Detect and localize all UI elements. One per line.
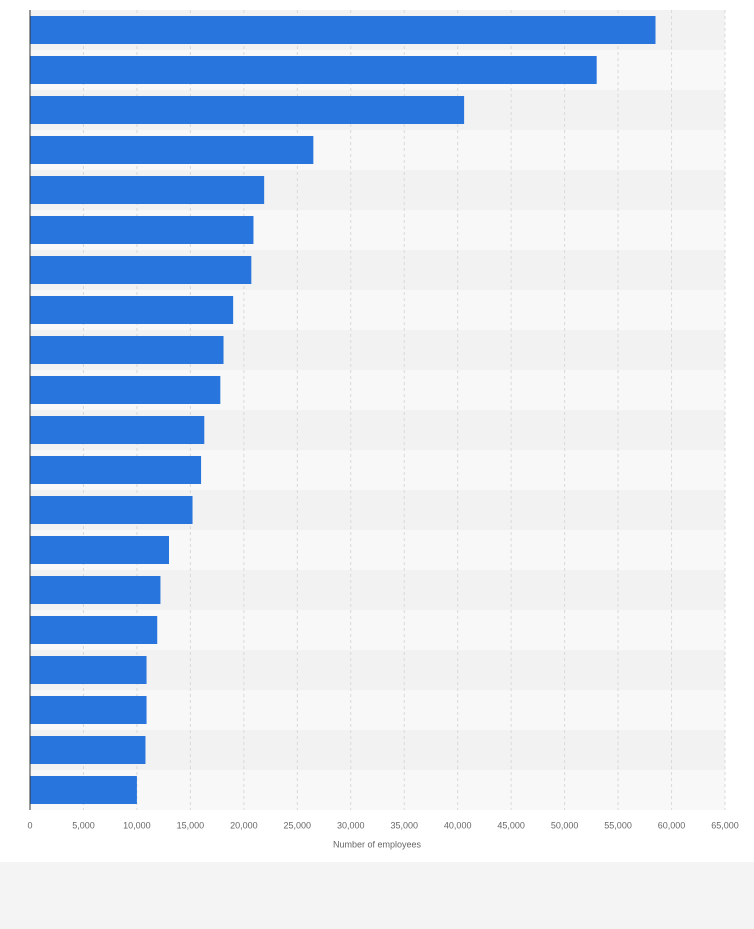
- x-tick-label: 65,000: [711, 820, 739, 830]
- bar: [30, 776, 137, 804]
- bar: [30, 656, 147, 684]
- bar: [30, 216, 254, 244]
- bar: [30, 576, 161, 604]
- footer-strip: [0, 862, 754, 929]
- bar: [30, 496, 193, 524]
- bar: [30, 296, 234, 324]
- bar: [30, 536, 169, 564]
- bar: [30, 16, 656, 44]
- bar: [30, 336, 224, 364]
- bar: [30, 176, 265, 204]
- bar: [30, 616, 158, 644]
- bar: [30, 696, 147, 724]
- x-tick-label: 40,000: [444, 820, 472, 830]
- x-tick-label: 45,000: [497, 820, 525, 830]
- bar: [30, 376, 221, 404]
- x-tick-label: 35,000: [390, 820, 418, 830]
- bar: [30, 56, 597, 84]
- x-tick-label: 25,000: [284, 820, 312, 830]
- row-band: [30, 730, 725, 770]
- x-tick-label: 55,000: [604, 820, 632, 830]
- row-band: [30, 770, 725, 810]
- x-tick-label: 5,000: [72, 820, 95, 830]
- x-tick-label: 0: [27, 820, 32, 830]
- bar: [30, 456, 202, 484]
- bar: [30, 736, 146, 764]
- x-tick-label: 30,000: [337, 820, 365, 830]
- bar: [30, 416, 205, 444]
- x-tick-label: 20,000: [230, 820, 258, 830]
- x-tick-label: 60,000: [658, 820, 686, 830]
- bar: [30, 96, 465, 124]
- x-axis-label: Number of employees: [333, 839, 422, 849]
- bar: [30, 256, 252, 284]
- x-tick-label: 50,000: [551, 820, 579, 830]
- bar: [30, 136, 314, 164]
- x-tick-label: 15,000: [177, 820, 205, 830]
- x-tick-label: 10,000: [123, 820, 151, 830]
